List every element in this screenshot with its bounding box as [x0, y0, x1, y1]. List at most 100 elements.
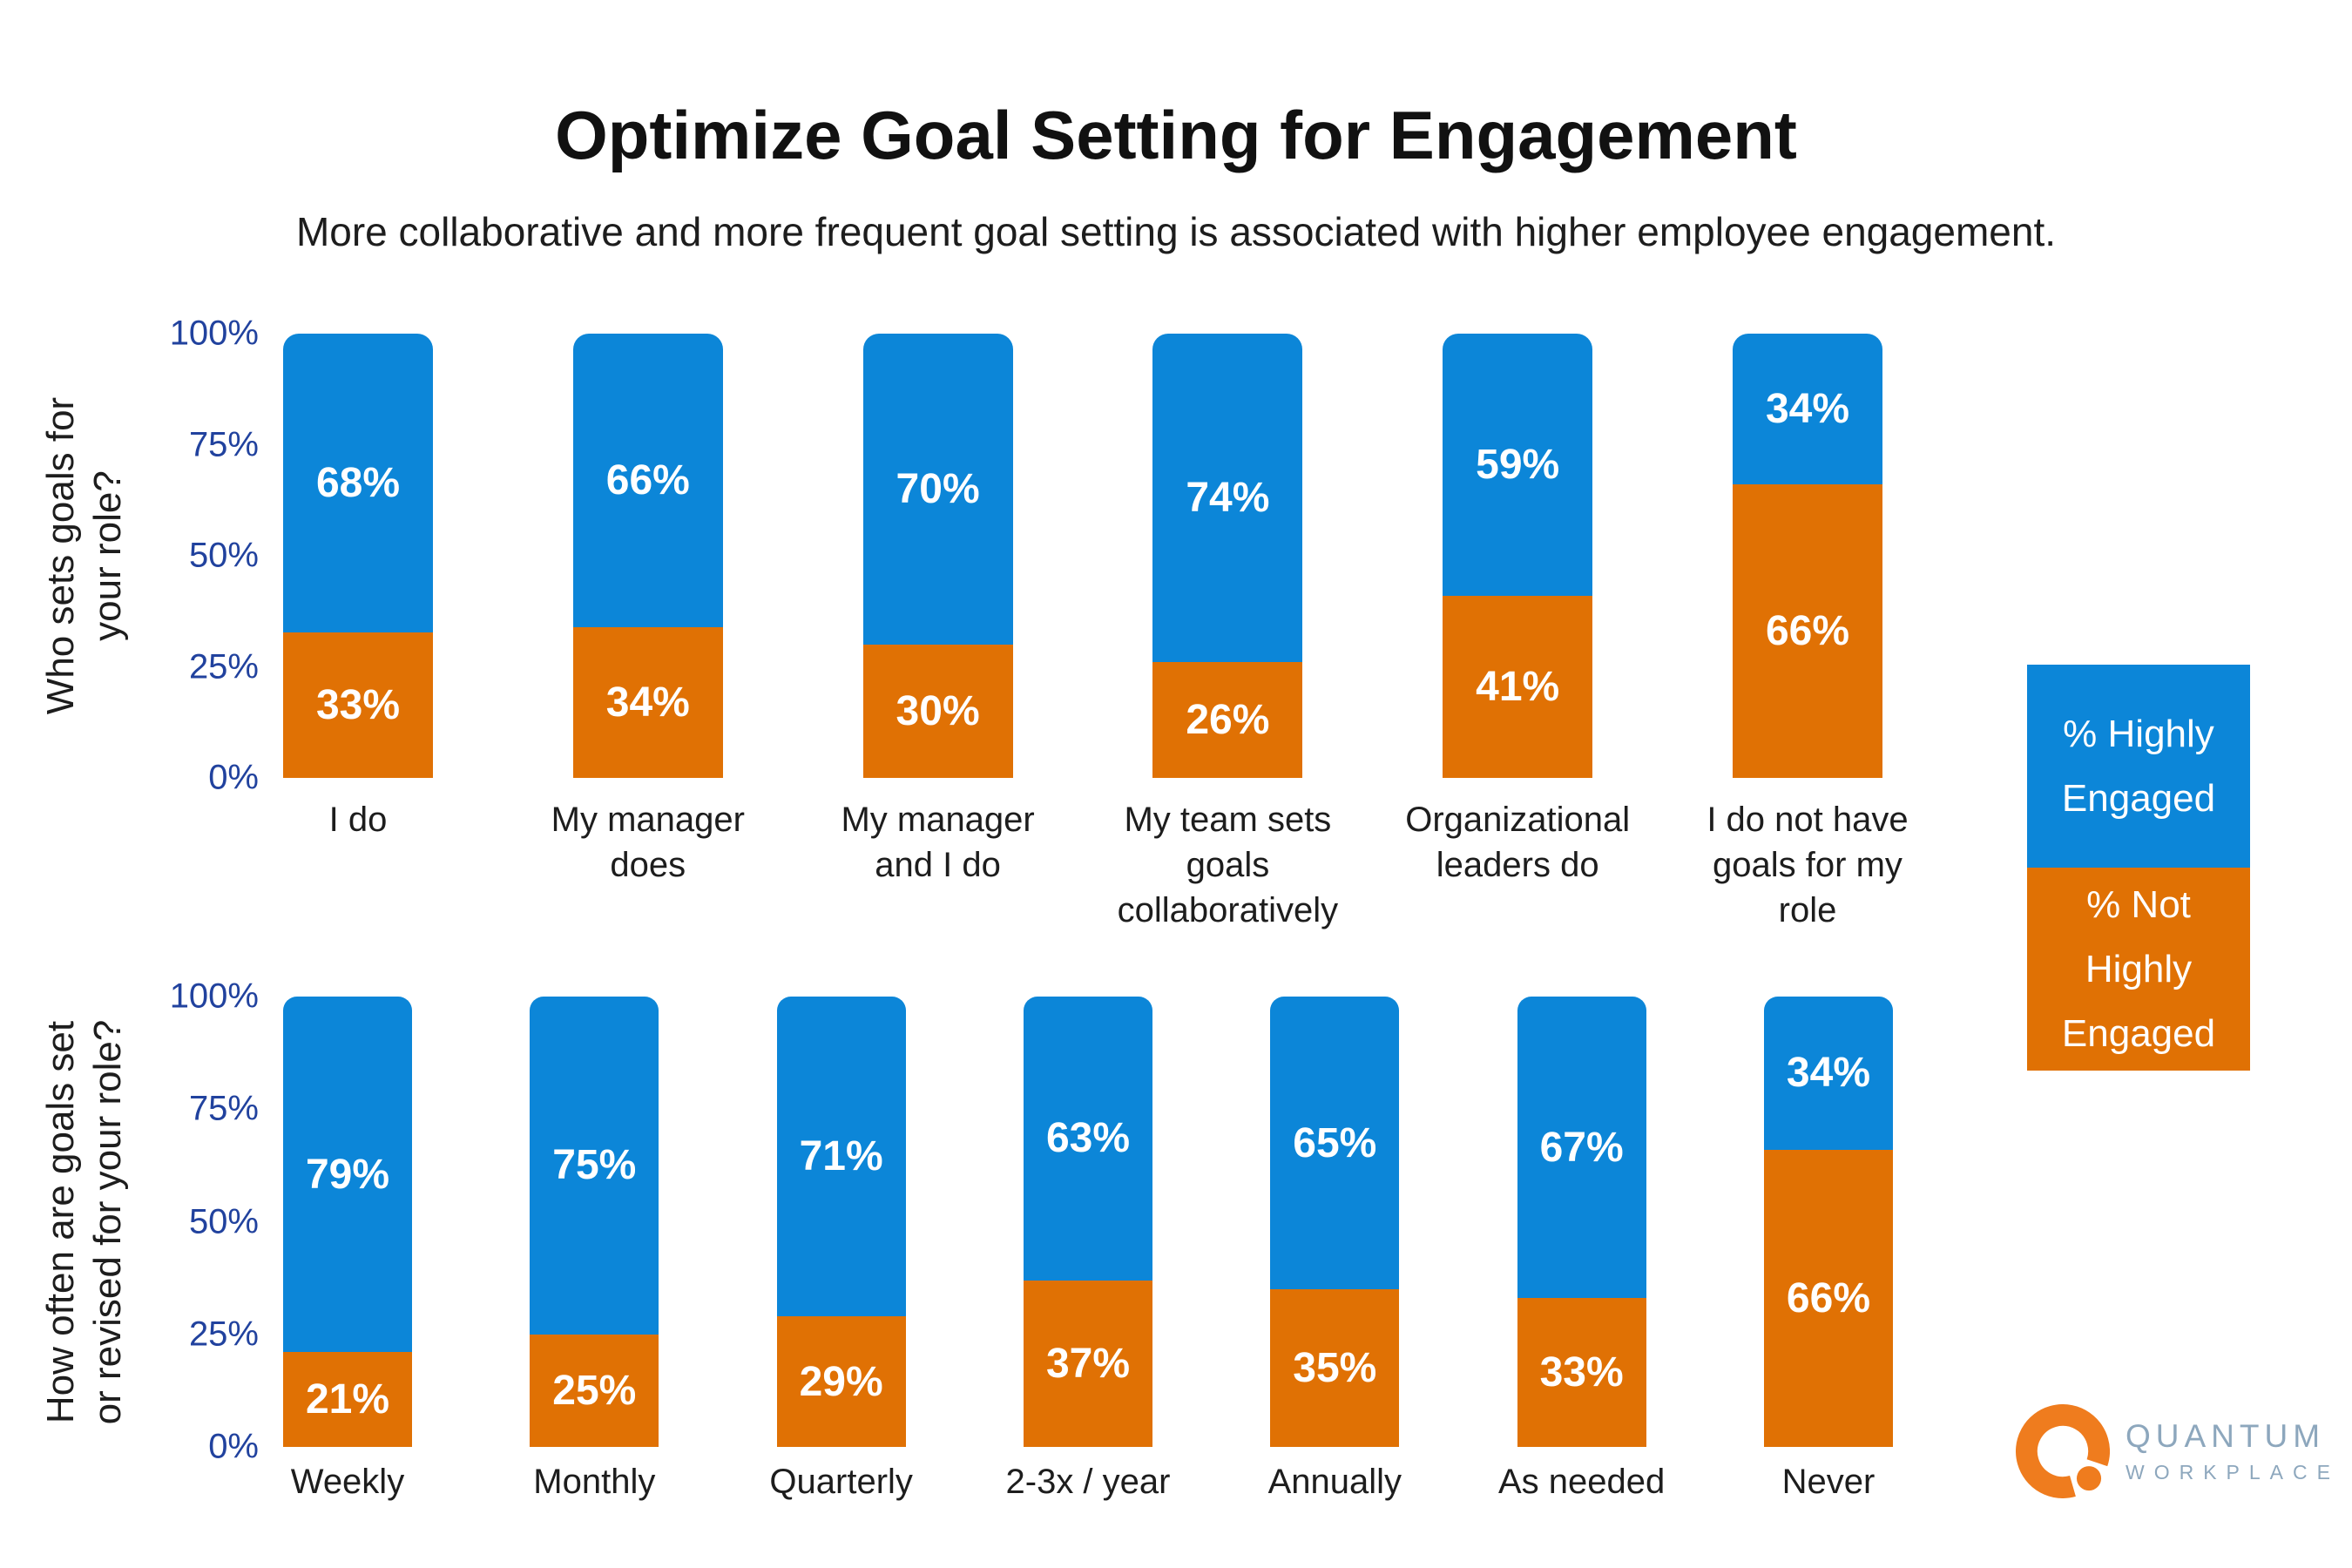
- y-axis-ticks: 100% 75% 50% 25% 0%: [170, 977, 1893, 1466]
- bar-group: 65% 35% Annually: [1268, 997, 1402, 1501]
- y-tick-label: 100%: [169, 977, 259, 1016]
- logo-brand-text: QUANTUM: [2126, 1418, 2326, 1454]
- bar-segment-not-highly-engaged: 66%: [1732, 484, 1882, 778]
- logo-text: QUANTUM WORKPLACE: [2126, 1418, 2340, 1484]
- y-tick-label: 100%: [169, 314, 259, 353]
- category-label: I do: [328, 801, 388, 839]
- chart-goal-frequency: How often are goals set or revised for y…: [39, 977, 1893, 1501]
- bar-segment-highly-engaged: 75%: [530, 997, 659, 1335]
- bar-value-label: 30%: [896, 688, 980, 734]
- bar-segment-highly-engaged: 79%: [283, 997, 412, 1353]
- legend-label-highly-engaged: % Highly Engaged: [2061, 712, 2216, 820]
- bar-segment-highly-engaged: 34%: [1763, 997, 1893, 1150]
- bar-segment-highly-engaged: 74%: [1152, 334, 1303, 663]
- category-label: Monthly: [533, 1463, 656, 1501]
- category-label: My manager does: [551, 801, 745, 884]
- bar-segment-not-highly-engaged: 29%: [776, 1316, 906, 1447]
- y-tick-label: 50%: [188, 536, 259, 575]
- y-axis-ticks: 100% 75% 50% 25% 0%: [170, 314, 1882, 797]
- bar-value-label: 34%: [605, 679, 690, 726]
- bar-value-label: 75%: [552, 1142, 637, 1189]
- bar-segment-highly-engaged: 65%: [1270, 997, 1400, 1290]
- bar-segment-highly-engaged: 66%: [572, 334, 723, 627]
- y-axis-title-who-sets-goals: Who sets goals for your role?: [39, 396, 129, 715]
- bar-value-label: 59%: [1476, 441, 1560, 488]
- bar-value-label: 41%: [1476, 663, 1560, 710]
- bar-group: 59% 41% Organizational leaders do: [1405, 334, 1630, 884]
- bar-group: 63% 37% 2-3x / year: [1006, 997, 1170, 1501]
- quantum-workplace-logo: QUANTUM WORKPLACE: [2016, 1404, 2340, 1498]
- bar-value-label: 25%: [552, 1367, 637, 1414]
- y-tick-label: 50%: [188, 1202, 259, 1240]
- header: Optimize Goal Setting for Engagement Mor…: [0, 0, 2352, 255]
- category-label: My team sets goals collaboratively: [1117, 801, 1339, 929]
- bar-segment-not-highly-engaged: 37%: [1023, 1280, 1152, 1447]
- category-label: Quarterly: [769, 1463, 913, 1501]
- logo-q-ring-icon: [2016, 1404, 2110, 1498]
- bar-group: 34% 66% Never: [1763, 997, 1893, 1501]
- bar-segment-not-highly-engaged: 35%: [1270, 1289, 1400, 1447]
- bar-value-label: 33%: [315, 682, 401, 729]
- bars-row: 79% 21% Weekly 75% 25% Monthly 71% 29% Quarterly…: [283, 997, 1893, 1501]
- y-tick-label: 0%: [208, 758, 259, 797]
- bar-value-label: 67%: [1539, 1124, 1624, 1171]
- bars-row: 68% 33% I do 66% 34% My manager does 70% 30% My …: [283, 334, 1909, 929]
- bar-value-label: 21%: [305, 1376, 390, 1423]
- bar-group: 67% 33% As needed: [1498, 997, 1665, 1501]
- bar-segment-not-highly-engaged: 33%: [1517, 1298, 1646, 1447]
- bar-segment-highly-engaged: 63%: [1023, 997, 1152, 1281]
- legend-label-not-highly-engaged: % Not Highly Engaged: [2061, 882, 2216, 1055]
- legend-item-not-highly-engaged: % Not Highly Engaged: [2027, 868, 2250, 1071]
- bar-segment-not-highly-engaged: 33%: [283, 632, 433, 778]
- y-axis-title-goal-frequency: How often are goals set or revised for y…: [39, 1019, 129, 1424]
- bar-value-label: 35%: [1293, 1345, 1377, 1392]
- category-label: My manager and I do: [841, 801, 1035, 884]
- bar-segment-not-highly-engaged: 41%: [1443, 595, 1593, 778]
- category-label: 2-3x / year: [1005, 1463, 1171, 1501]
- bar-group: 34% 66% I do not have goals for my role: [1707, 334, 1909, 929]
- bar-segment-highly-engaged: 59%: [1443, 334, 1593, 596]
- bar-value-label: 33%: [1539, 1349, 1624, 1396]
- bar-value-label: 66%: [605, 456, 690, 504]
- bar-segment-highly-engaged: 34%: [1732, 334, 1882, 485]
- category-label: As needed: [1498, 1463, 1666, 1501]
- bar-group: 79% 21% Weekly: [283, 997, 412, 1501]
- page-subtitle: More collaborative and more frequent goa…: [295, 209, 2057, 254]
- bar-value-label: 66%: [1765, 608, 1850, 655]
- bar-group: 68% 33% I do: [283, 334, 433, 839]
- bar-value-label: 70%: [896, 466, 980, 512]
- category-label: Never: [1781, 1463, 1876, 1501]
- bar-value-label: 34%: [1786, 1050, 1870, 1097]
- legend: % Highly Engaged % Not Highly Engaged: [2027, 665, 2250, 1071]
- category-label: Annually: [1267, 1463, 1402, 1501]
- category-label: Weekly: [290, 1463, 405, 1501]
- bar-group: 66% 34% My manager does: [551, 334, 745, 884]
- bar-value-label: 74%: [1186, 475, 1270, 522]
- bar-group: 74% 26% My team sets goals collaboratively: [1118, 334, 1338, 929]
- y-tick-label: 0%: [208, 1427, 259, 1466]
- bar-value-label: 79%: [305, 1151, 390, 1198]
- bar-value-label: 71%: [799, 1133, 883, 1180]
- chart-who-sets-goals: Who sets goals for your role? 100% 75% 50%…: [39, 314, 1909, 930]
- bar-segment-highly-engaged: 70%: [862, 334, 1013, 645]
- bar-value-label: 68%: [315, 460, 401, 507]
- bar-segment-not-highly-engaged: 26%: [1152, 662, 1303, 778]
- y-tick-label: 75%: [188, 1089, 259, 1128]
- y-tick-label: 25%: [188, 647, 259, 686]
- bar-value-label: 37%: [1045, 1340, 1131, 1387]
- bar-value-label: 26%: [1186, 697, 1270, 744]
- bar-group: 70% 30% My manager and I do: [841, 334, 1035, 884]
- bar-segment-not-highly-engaged: 21%: [283, 1352, 412, 1447]
- bar-group: 75% 25% Monthly: [530, 997, 659, 1501]
- bar-segment-not-highly-engaged: 34%: [572, 626, 723, 778]
- bar-segment-not-highly-engaged: 66%: [1763, 1149, 1893, 1447]
- bar-segment-highly-engaged: 68%: [283, 334, 433, 633]
- category-label: Organizational leaders do: [1405, 801, 1631, 884]
- bar-value-label: 34%: [1765, 386, 1850, 433]
- bar-segment-not-highly-engaged: 30%: [862, 645, 1013, 778]
- logo-brand-subtext: WORKPLACE: [2126, 1461, 2340, 1484]
- bar-segment-highly-engaged: 71%: [776, 997, 906, 1317]
- bar-value-label: 65%: [1293, 1119, 1377, 1166]
- y-tick-label: 25%: [188, 1315, 259, 1354]
